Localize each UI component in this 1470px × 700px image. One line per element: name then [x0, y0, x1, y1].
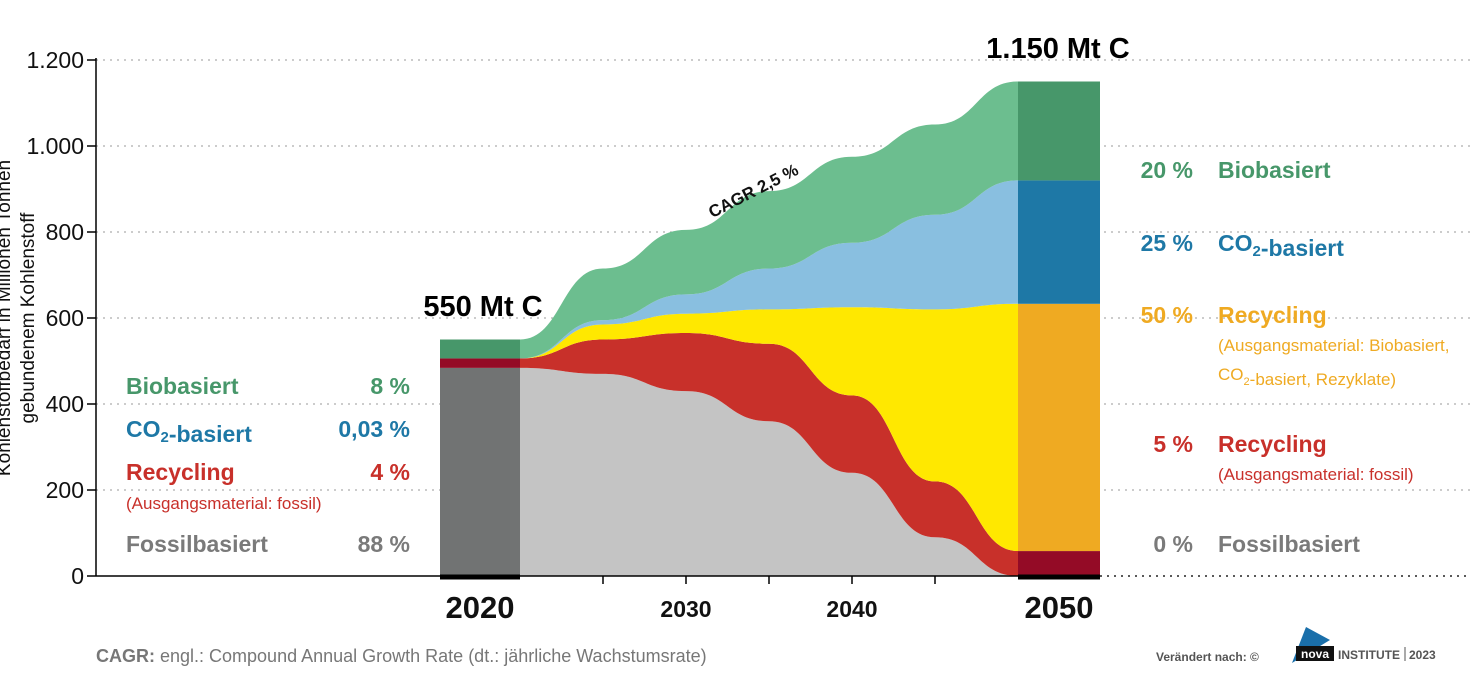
bar-2020-recycling_fossil	[440, 358, 520, 368]
legend-2050-value: 5 %	[1153, 431, 1193, 457]
stacked-areas	[520, 81, 1018, 576]
legend-2050-label: Recycling	[1218, 302, 1327, 328]
legend-2050-label: Biobasiert	[1218, 157, 1331, 183]
credit-suffix: INSTITUTE	[1338, 648, 1400, 662]
legend-2020-sub: (Ausgangsmaterial: fossil)	[126, 494, 322, 513]
y-tick-label: 1.200	[26, 47, 84, 73]
legend-2050-sub2: CO2-basiert, Rezyklate)	[1218, 365, 1396, 389]
y-tick-label: 400	[46, 391, 84, 417]
legend-2020-label: Recycling	[126, 459, 235, 485]
area-recycling_fossil	[520, 333, 1018, 576]
area-fossil	[520, 367, 1018, 576]
legend-2050-sub: (Ausgangsmaterial: fossil)	[1218, 465, 1414, 484]
legend-2050-value: 20 %	[1141, 157, 1193, 183]
footnote: CAGR: engl.: Compound Annual Growth Rate…	[96, 646, 707, 666]
legend-2050: 20 % Biobasiert 25 % CO2-basiert 50 % Recycli…	[1141, 157, 1450, 557]
y-tick-label: 200	[46, 477, 84, 503]
y-tick-label: 0	[71, 563, 84, 589]
credit-prefix: Verändert nach: ©	[1156, 650, 1259, 664]
bar-2050-co2	[1018, 180, 1100, 304]
credit-year: 2023	[1409, 648, 1436, 662]
y-tick-label: 1.000	[26, 133, 84, 159]
legend-2050-label: Recycling	[1218, 431, 1327, 457]
x-tick-label: 2050	[1025, 590, 1094, 625]
legend-2020: Biobasiert 8 % CO2-basiert 0,03 % Recycling 4…	[126, 373, 410, 557]
footnote-text: engl.: Compound Annual Growth Rate (dt.:…	[155, 646, 707, 666]
legend-2050-value: 0 %	[1153, 531, 1193, 557]
credit-brand: nova	[1301, 647, 1329, 661]
legend-2020-label: CO2-basiert	[126, 416, 252, 447]
bar-2020-bio	[440, 339, 520, 359]
bar-2050-bio	[1018, 81, 1100, 181]
legend-2020-value: 4 %	[370, 459, 410, 485]
credit: Verändert nach: © nova INSTITUTE 2023	[1156, 627, 1436, 664]
total-2050: 1.150 Mt C	[986, 33, 1129, 65]
area-co2	[520, 180, 1018, 359]
legend-2050-sub: (Ausgangsmaterial: Biobasiert,	[1218, 336, 1450, 355]
x-tick-label: 2020	[446, 590, 515, 625]
y-axis-title-line1: Kohlenstoffbedarf in Millionen Tonnen	[0, 160, 15, 476]
bar-2050-recycling_fossil	[1018, 551, 1100, 576]
y-axis-title-line2: gebundenem Kohlenstoff	[18, 212, 39, 424]
legend-2020-value: 0,03 %	[338, 416, 410, 442]
legend-2050-label: CO2-basiert	[1218, 230, 1344, 261]
x-tick-label: 2030	[660, 596, 711, 622]
nova-logo-box	[1296, 646, 1334, 661]
bar-2020-fossil	[440, 367, 520, 576]
y-tick-label: 600	[46, 305, 84, 331]
bar-2050-recycling_bio	[1018, 303, 1100, 552]
legend-2020-value: 8 %	[370, 373, 410, 399]
legend-2050-label: Fossilbasiert	[1218, 531, 1360, 557]
legend-2020-label: Biobasiert	[126, 373, 239, 399]
x-tick-label: 2040	[826, 596, 877, 622]
footnote-bold: CAGR:	[96, 646, 155, 666]
area-bio	[520, 81, 1018, 359]
legend-2020-value: 88 %	[358, 531, 410, 557]
legend-2050-value: 50 %	[1141, 302, 1193, 328]
legend-2020-label: Fossilbasiert	[126, 531, 268, 557]
axes: 0 200 400 600 800 1.000 1.200 2020 2030 2040 2050	[26, 47, 1100, 625]
area-recycling_bio	[520, 303, 1018, 552]
y-tick-label: 800	[46, 219, 84, 245]
total-2020: 550 Mt C	[423, 291, 542, 323]
legend-2050-value: 25 %	[1141, 230, 1193, 256]
stacked-bars	[440, 81, 1100, 576]
